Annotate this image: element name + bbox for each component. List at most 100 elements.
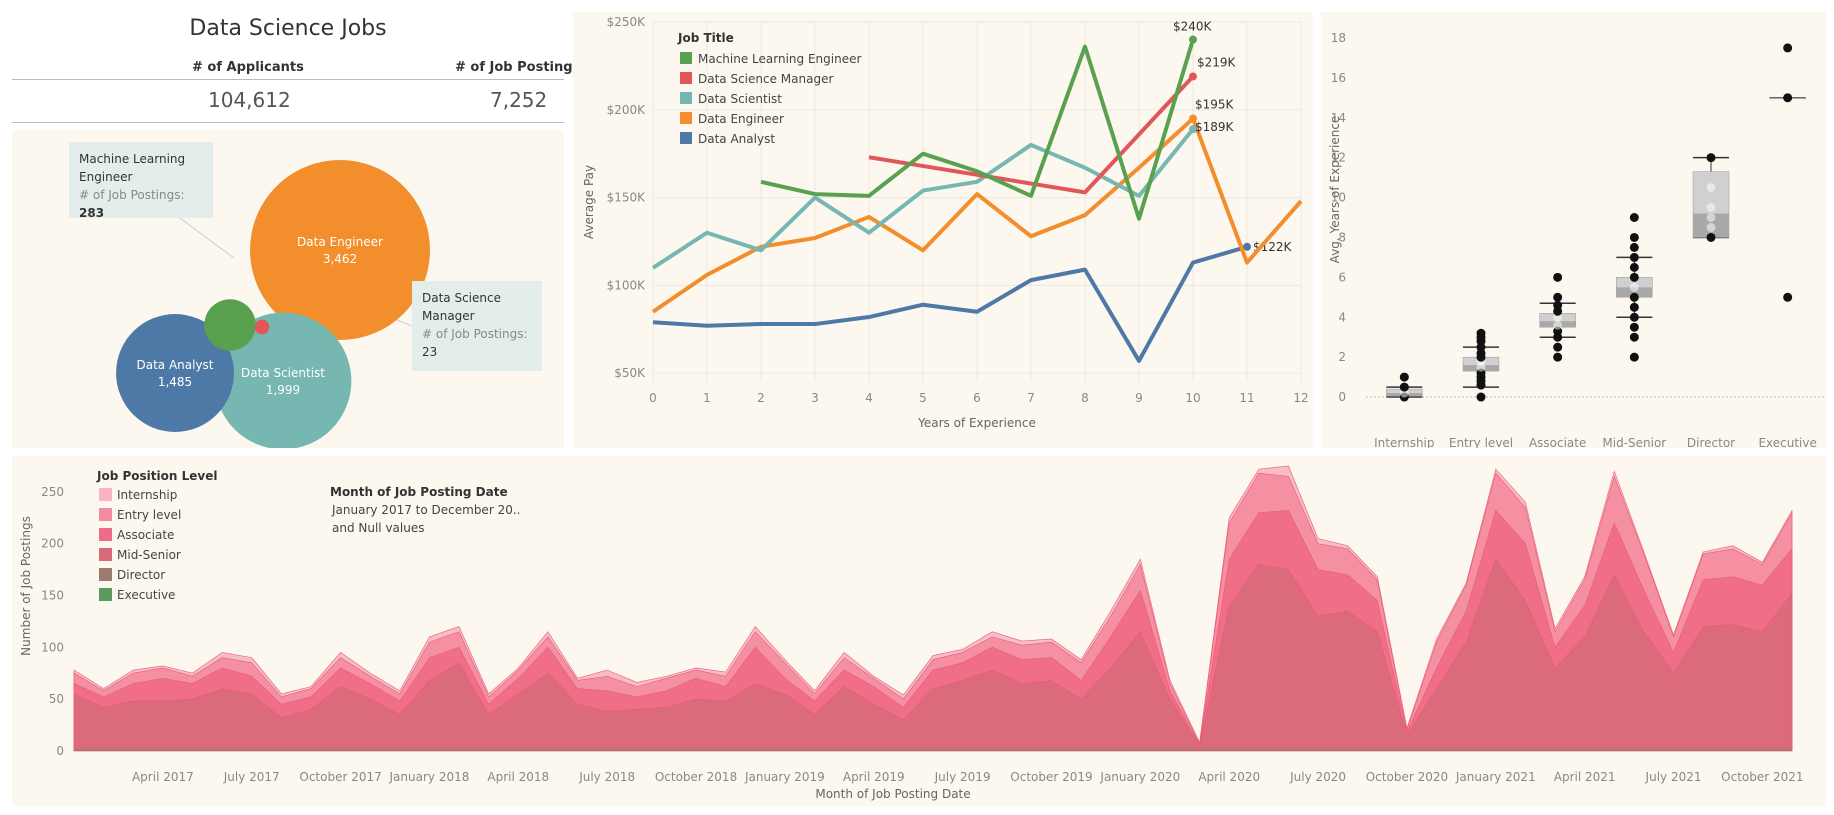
legend-label-associate: Associate bbox=[117, 528, 174, 542]
x-tick-label: January 2019 bbox=[744, 770, 825, 784]
legend-swatch-executive bbox=[99, 588, 112, 601]
x-tick-label: 12 bbox=[1293, 391, 1308, 405]
data-point bbox=[1629, 322, 1639, 332]
legend-swatch-director bbox=[99, 568, 112, 581]
end-point-data-analyst bbox=[1243, 242, 1251, 251]
x-tick-label: 3 bbox=[811, 391, 819, 405]
y-tick-label: 100 bbox=[41, 640, 64, 654]
box-panel: 0 2 4 6 8 10 12 14 16 18 Avg. Years of Experience I… bbox=[1321, 12, 1826, 450]
box-internship bbox=[1386, 372, 1423, 402]
legend-swatch-data-scientist bbox=[680, 92, 692, 104]
legend-label-entry-level: Entry level bbox=[117, 508, 181, 522]
x-tick-label: January 2021 bbox=[1455, 770, 1536, 784]
x-tick-label: April 2017 bbox=[132, 770, 194, 784]
data-point bbox=[1629, 213, 1639, 223]
legend-swatch-data-analyst bbox=[680, 132, 692, 144]
data-point bbox=[1476, 328, 1486, 338]
data-point bbox=[1629, 352, 1639, 362]
legend-label-data-scientist: Data Scientist bbox=[698, 92, 782, 106]
y-tick-label: 0 bbox=[56, 744, 64, 758]
y-tick-label: 2 bbox=[1338, 350, 1346, 364]
legend-label-director: Director bbox=[117, 568, 165, 582]
postings-value: 7,252 bbox=[490, 88, 548, 112]
line-series-data-science-manager bbox=[868, 75, 1195, 195]
x-tick-label: April 2018 bbox=[487, 770, 549, 784]
data-point bbox=[1399, 382, 1409, 392]
legend-label-data-science-manager: Data Science Manager bbox=[698, 72, 833, 86]
x-tick-label: January 2018 bbox=[389, 770, 470, 784]
date-filter: Month of Job Posting Date January 2017 to… bbox=[330, 485, 520, 535]
bubble-value-data-engineer: 3,462 bbox=[323, 252, 357, 266]
kpi-bottom-divider bbox=[12, 122, 564, 123]
bubble-value-data-scientist: 1,999 bbox=[266, 383, 300, 397]
y-tick-label: 150 bbox=[41, 588, 64, 602]
x-tick-label: 7 bbox=[1027, 391, 1035, 405]
legend-label-internship: Internship bbox=[117, 488, 177, 502]
bubble-data-science-manager bbox=[254, 319, 270, 335]
data-point bbox=[1629, 232, 1639, 242]
legend-title: Job Title bbox=[677, 31, 734, 45]
end-point-data-engineer bbox=[1189, 114, 1197, 123]
x-axis-title: Years of Experience bbox=[917, 416, 1036, 430]
legend-label-data-analyst: Data Analyst bbox=[698, 132, 775, 146]
bubble-value-data-analyst: 1,485 bbox=[158, 375, 192, 389]
filter-range: January 2017 to December 20.. bbox=[331, 503, 520, 517]
end-point-data-science-manager bbox=[1189, 72, 1197, 81]
box-plot: 0 2 4 6 8 10 12 14 16 18 Avg. Years of Experience I… bbox=[1328, 31, 1826, 450]
end-label-data-scientist: $189K bbox=[1195, 120, 1235, 134]
dsm-tooltip-body: # of Job Postings: 23 bbox=[422, 327, 528, 359]
end-point-machine-learning-engineer bbox=[1189, 35, 1197, 44]
y-tick-label: $150K bbox=[607, 191, 647, 205]
area-legend: Job Position Level Internship Entry level A… bbox=[96, 469, 217, 602]
bubble-machine-learning-engineer bbox=[204, 299, 256, 351]
legend-swatch-internship bbox=[99, 488, 112, 501]
x-tick-label: July 2019 bbox=[934, 770, 991, 784]
box-lower-half bbox=[1616, 287, 1653, 298]
data-point bbox=[1629, 282, 1639, 292]
y-tick-label: $100K bbox=[607, 278, 647, 292]
x-tick-label: 9 bbox=[1135, 391, 1143, 405]
x-tick-label: July 2018 bbox=[578, 770, 635, 784]
area-panel: 0 50 100 150 200 250 Number of Job Postings Apr… bbox=[12, 456, 1826, 806]
legend-swatch-mid-senior bbox=[99, 548, 112, 561]
data-point bbox=[1399, 372, 1409, 382]
legend-title: Job Position Level bbox=[96, 469, 217, 483]
line-legend: Job Title Machine Learning Engineer Data S… bbox=[677, 31, 861, 146]
legend-label-machine-learning-engineer: Machine Learning Engineer bbox=[698, 52, 861, 66]
x-tick-label: April 2020 bbox=[1198, 770, 1260, 784]
data-point bbox=[1553, 342, 1563, 352]
legend-label-mid-senior: Mid-Senior bbox=[117, 548, 181, 562]
data-point bbox=[1629, 242, 1639, 252]
x-tick-label: Associate bbox=[1529, 436, 1586, 448]
box-entry-level bbox=[1462, 328, 1500, 402]
data-point bbox=[1553, 292, 1563, 302]
x-tick-label: 11 bbox=[1239, 391, 1254, 405]
applicants-value: 104,612 bbox=[208, 88, 291, 112]
y-tick-label: 6 bbox=[1338, 270, 1346, 284]
x-tick-label: October 2021 bbox=[1721, 770, 1803, 784]
x-tick-label: October 2017 bbox=[299, 770, 381, 784]
x-tick-label: 8 bbox=[1081, 391, 1089, 405]
data-point bbox=[1783, 43, 1793, 53]
box-mid-senior bbox=[1616, 213, 1653, 362]
postings-label: # of Job Postings bbox=[455, 60, 581, 75]
line-series-data-analyst bbox=[652, 244, 1248, 363]
legend-swatch-machine-learning-engineer bbox=[680, 52, 692, 64]
y-axis-title: Average Pay bbox=[582, 165, 596, 239]
filter-title: Month of Job Posting Date bbox=[330, 485, 508, 499]
data-point bbox=[1629, 272, 1639, 282]
dsm-tooltip-title: Data Science Manager bbox=[422, 291, 501, 323]
dashboard-title: Data Science Jobs bbox=[189, 16, 387, 41]
area-mid-senior bbox=[73, 558, 1793, 752]
y-tick-label: $50K bbox=[614, 366, 646, 380]
y-tick-label: 0 bbox=[1338, 390, 1346, 404]
y-axis-title: Avg. Years of Experience bbox=[1328, 116, 1342, 264]
ml-tooltip-body: # of Job Postings: 283 bbox=[79, 188, 185, 220]
x-tick-label: July 2021 bbox=[1645, 770, 1702, 784]
x-tick-label: Internship bbox=[1374, 436, 1434, 448]
x-tick-label: October 2020 bbox=[1366, 770, 1448, 784]
bubble-chart: Data Engineer 3,462 Data Scientist 1,999 Dat… bbox=[116, 160, 430, 450]
bubble-label-data-engineer: Data Engineer bbox=[297, 235, 383, 249]
ml-tooltip-title: Machine Learning Engineer bbox=[79, 152, 186, 184]
y-tick-label: 18 bbox=[1331, 31, 1346, 45]
